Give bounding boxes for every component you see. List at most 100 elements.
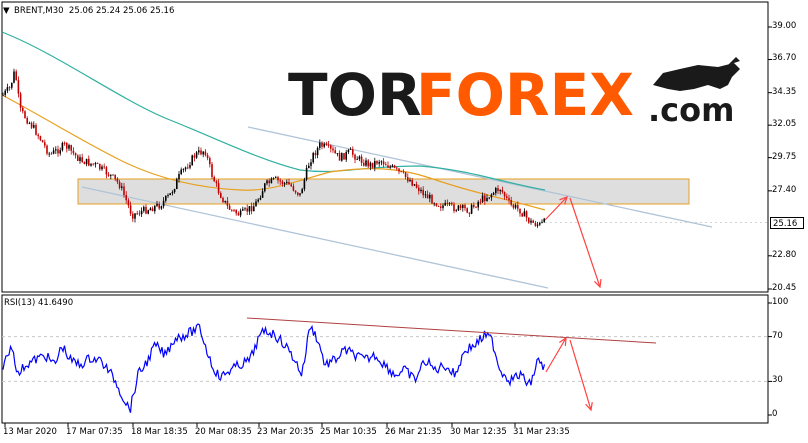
candle-body [332, 148, 334, 151]
candle-body [378, 162, 380, 164]
candle-body [143, 206, 145, 211]
candle-body [457, 205, 460, 211]
candle-body [352, 149, 354, 155]
current-price-tag: 25.16 [770, 217, 804, 229]
candle-body [521, 213, 523, 217]
candle-body [358, 156, 361, 160]
candle-body [363, 162, 365, 166]
price-axis-label: 27.40 [772, 184, 797, 195]
candle-body [400, 171, 402, 173]
candle-body [48, 153, 50, 155]
candle-body [85, 158, 88, 165]
candle-body [532, 220, 534, 223]
candle-body [92, 163, 94, 165]
candle-body [187, 167, 189, 169]
candle-body [88, 158, 90, 166]
candle-body [367, 160, 369, 167]
candle-body [506, 196, 508, 198]
candle-body [28, 122, 31, 124]
logo-com: .com [648, 91, 734, 129]
candle-body [63, 142, 66, 144]
candle-body [239, 210, 242, 216]
candle-body [8, 87, 11, 89]
candle-body [154, 205, 156, 212]
candle-body [184, 167, 187, 170]
candle-body [81, 157, 83, 163]
candle-body [411, 180, 413, 186]
candle-body [206, 155, 209, 158]
candle-body [499, 189, 501, 192]
candle-body [237, 213, 240, 216]
candle-body [226, 200, 229, 206]
candle-body [314, 153, 317, 156]
candle-body [169, 193, 171, 196]
candle-body [426, 194, 429, 199]
forecast-arrow-down-shaft [569, 197, 601, 288]
candle-body [299, 193, 301, 195]
candle-body [250, 206, 253, 212]
candle-body [477, 201, 479, 208]
candle-body [217, 183, 220, 194]
candle-body [178, 174, 180, 180]
candle-body [418, 187, 420, 192]
candle-body [424, 194, 427, 196]
candle-body [37, 134, 39, 137]
candle-body [176, 179, 178, 190]
candle-body [294, 190, 297, 193]
candle-body [345, 152, 347, 160]
candle-body [242, 209, 244, 211]
candle-body [30, 122, 33, 128]
candle-body [26, 118, 28, 124]
candle-body [470, 204, 473, 214]
candle-body [94, 163, 97, 165]
candle-body [121, 186, 123, 188]
candle-body [158, 203, 160, 209]
candle-body [525, 211, 528, 218]
candle-body [536, 224, 539, 226]
candle-body [286, 181, 288, 183]
rsi-axis-label: 0 [772, 409, 778, 419]
candle-body [253, 206, 255, 212]
candle-body [171, 192, 174, 194]
candle-body [46, 145, 48, 154]
candle-body [508, 197, 510, 201]
candle-body [510, 200, 512, 205]
candle-body [459, 205, 462, 208]
candle-body [224, 200, 226, 203]
candle-body [6, 87, 9, 91]
candle-body [297, 192, 299, 195]
candle-body [202, 151, 204, 155]
candle-body [334, 150, 336, 154]
candle-body [39, 136, 42, 141]
time-axis-label: 31 Mar 23:35 [513, 427, 570, 437]
candle-body [376, 161, 378, 164]
candle-body [312, 153, 314, 163]
candle-body [453, 204, 455, 212]
candle-body [110, 174, 112, 176]
candle-body [277, 177, 279, 181]
rsi-arrow-up-shaft [545, 337, 567, 373]
candle-body [132, 213, 134, 219]
candle-body [19, 93, 22, 108]
candle-body [213, 176, 215, 182]
candle-body [420, 189, 422, 192]
candle-body [354, 154, 356, 160]
candle-body [134, 213, 136, 219]
time-axis-label: 30 Mar 12:35 [450, 427, 507, 437]
candle-body [365, 160, 367, 166]
candle-body [68, 145, 70, 149]
symbol-title: BRENT,M30 25.06 25.24 25.06 25.16 [14, 6, 175, 16]
candle-body [147, 210, 149, 214]
candle-body [404, 172, 407, 178]
candle-body [488, 197, 490, 199]
candle-body [233, 209, 235, 211]
candle-body [440, 206, 442, 208]
candle-body [501, 189, 504, 193]
candle-body [248, 206, 251, 212]
candle-body [486, 197, 488, 202]
symbol-menu-icon[interactable]: ▼ [3, 6, 10, 16]
candle-body [415, 184, 418, 188]
time-axis-label: 25 Mar 10:35 [320, 427, 377, 437]
candle-body [336, 152, 339, 154]
